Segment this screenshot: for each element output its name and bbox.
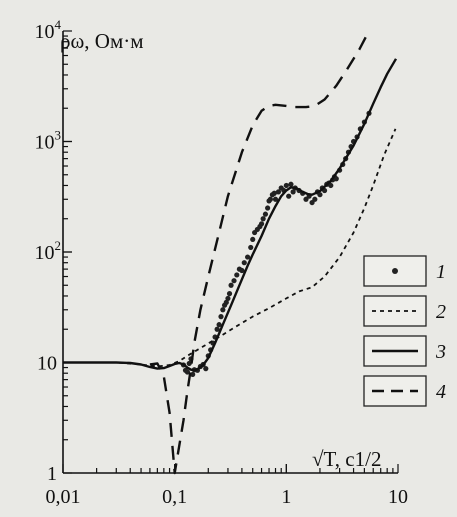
data-point bbox=[203, 366, 209, 372]
data-point bbox=[333, 176, 339, 182]
legend-label: 2 bbox=[436, 301, 446, 323]
data-point bbox=[248, 244, 254, 251]
data-point bbox=[225, 295, 231, 302]
data-point bbox=[328, 182, 334, 189]
legend: 1 2 3 4 bbox=[363, 255, 446, 407]
legend-label: 1 bbox=[436, 261, 446, 283]
data-point bbox=[216, 322, 222, 328]
legend-label: 3 bbox=[435, 341, 446, 363]
data-point bbox=[184, 369, 190, 375]
x-tick-label: 0,1 bbox=[162, 486, 187, 508]
data-point bbox=[317, 192, 323, 198]
data-point bbox=[290, 189, 296, 195]
data-point bbox=[250, 236, 256, 243]
data-point bbox=[258, 221, 265, 227]
legend-label: 4 bbox=[436, 381, 446, 403]
x-tick-labels: 0,01 0,1 1 10 bbox=[46, 486, 409, 508]
data-point bbox=[271, 190, 277, 196]
data-point bbox=[312, 196, 318, 202]
data-point bbox=[275, 189, 282, 195]
data-point bbox=[267, 196, 274, 202]
data-point bbox=[245, 254, 251, 260]
legend-marker bbox=[392, 268, 398, 274]
series-layer bbox=[63, 35, 398, 475]
legend-item-4: 4 bbox=[363, 375, 446, 407]
data-point bbox=[223, 299, 229, 305]
x-tick-label: 10 bbox=[388, 486, 408, 508]
y-axis-label: ρω, Ом·м bbox=[60, 29, 144, 53]
y-tick-label: 10 bbox=[37, 353, 57, 375]
data-point bbox=[288, 181, 294, 187]
x-tick-label: 0,01 bbox=[46, 486, 81, 508]
legend-item-2: 2 bbox=[363, 295, 446, 327]
data-point bbox=[218, 314, 224, 320]
data-point bbox=[234, 272, 240, 278]
y-tick-label: 104 bbox=[35, 17, 62, 43]
data-point bbox=[220, 307, 226, 313]
data-point bbox=[231, 278, 237, 284]
data-point bbox=[283, 182, 289, 189]
y-tick-label: 103 bbox=[35, 128, 62, 154]
series-4-line bbox=[149, 35, 368, 475]
data-point bbox=[286, 193, 292, 199]
y-tick-labels: 1 10 102 103 104 bbox=[35, 17, 62, 485]
tick-marks bbox=[62, 30, 399, 474]
legend-item-1: 1 bbox=[363, 255, 446, 287]
x-axis-label: √T, с1/2 bbox=[312, 447, 381, 471]
x-tick-label: 1 bbox=[281, 486, 291, 508]
y-tick-label: 1 bbox=[47, 463, 57, 485]
data-point bbox=[190, 371, 196, 378]
series-2-line bbox=[63, 128, 397, 368]
series-3-line bbox=[63, 58, 398, 372]
data-point bbox=[228, 282, 234, 288]
legend-box bbox=[363, 255, 427, 287]
data-point bbox=[226, 291, 233, 297]
data-point bbox=[239, 267, 245, 274]
data-point bbox=[260, 216, 266, 222]
data-point bbox=[272, 196, 279, 202]
legend-item-3: 3 bbox=[363, 335, 446, 367]
plot-frame bbox=[62, 31, 398, 474]
data-point bbox=[262, 211, 269, 217]
series-1-points bbox=[180, 110, 372, 378]
data-point bbox=[241, 260, 247, 266]
y-tick-label: 102 bbox=[35, 238, 62, 264]
data-point bbox=[214, 326, 220, 332]
data-point bbox=[265, 205, 271, 211]
